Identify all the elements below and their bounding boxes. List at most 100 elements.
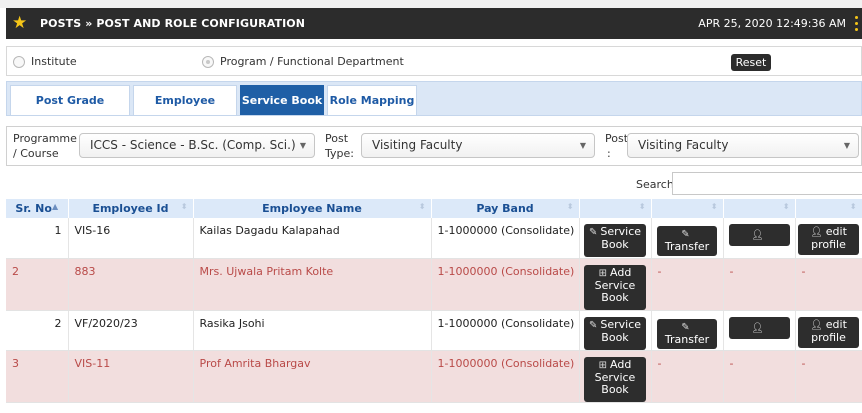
post-type-select-value: Visiting Faculty xyxy=(372,138,463,152)
cell-action-transfer: ✎ Transfer xyxy=(651,310,724,351)
relieve-button[interactable]: 👤︎Relieve xyxy=(728,224,790,260)
column-header-sr-no[interactable]: Sr. No▲ xyxy=(6,199,69,218)
column-header-employee-id[interactable]: Employee Id ⬍ xyxy=(68,199,194,218)
reset-button[interactable]: Reset xyxy=(731,54,771,71)
column-header-pay-band[interactable]: Pay Band ⬍ xyxy=(431,199,580,218)
tab-bar: Post Grade Mapping Employee Upload Servi… xyxy=(6,81,862,137)
cell-action-edit-profile: 👤︎ edit profile xyxy=(795,218,862,259)
table-header: Sr. No▲ Employee Id ⬍ Employee Name ⬍ Pay … xyxy=(6,199,862,218)
sort-icon: ⬍ xyxy=(180,202,188,211)
edit-profile-button[interactable]: 👤︎ edit profile xyxy=(798,316,859,348)
page-header: ★ POSTS » POST AND ROLE CONFIGURATION AP… xyxy=(6,8,862,39)
transfer-button[interactable]: ✎ Transfer xyxy=(657,318,717,349)
tab-role-mapping[interactable]: Role Mapping xyxy=(327,85,417,115)
cell-employee-name: Prof Amrita Bhargav xyxy=(193,350,432,403)
radio-program-label: Program / Functional Department xyxy=(220,55,404,68)
tab-employee-upload[interactable]: Employee Upload xyxy=(133,85,237,137)
column-header-employee-name[interactable]: Employee Name ⬍ xyxy=(193,199,432,218)
datetime-display: APR 25, 2020 12:49:36 AM xyxy=(698,17,846,30)
search-input[interactable] xyxy=(672,172,862,195)
cell-pay-band: 1-1000000 (Consolidate) xyxy=(431,218,580,259)
cell-employee-name: Kailas Dagadu Kalapahad xyxy=(193,218,432,259)
cell-sr-no: 3 xyxy=(6,350,69,403)
sort-icon: ⬍ xyxy=(418,202,426,211)
cell-dash: - xyxy=(651,258,724,311)
tab-post-grade-mapping[interactable]: Post Grade Mapping xyxy=(10,85,130,137)
cell-action-add-service-book: ⊞ Add Service Book xyxy=(579,350,652,403)
sort-icon: ⬍ xyxy=(710,202,718,211)
top-strip xyxy=(0,0,862,8)
post-label: Post : xyxy=(605,132,629,160)
search-label: Search: xyxy=(636,178,678,191)
cell-action-relieve: 👤︎Relieve xyxy=(723,218,796,260)
add-service-book-button[interactable]: ⊞ Add Service Book xyxy=(584,356,646,402)
plus-box-icon: ⊞ xyxy=(598,267,608,279)
cell-employee-name: Rasika Jsohi xyxy=(193,310,432,351)
cell-employee-id: VF/2020/23 xyxy=(68,310,194,351)
relieve-button[interactable]: 👤︎Relieve xyxy=(728,316,790,353)
chevron-down-icon: ▼ xyxy=(579,141,586,150)
cell-action-transfer: ✎ Transfer xyxy=(651,218,724,259)
cell-employee-name: Mrs. Ujwala Pritam Kolte xyxy=(193,258,432,311)
radio-institute[interactable]: Institute xyxy=(13,55,77,68)
user-icon: 👤︎ xyxy=(751,230,764,241)
plus-box-icon: ⊞ xyxy=(598,359,608,371)
cell-dash: - xyxy=(723,258,796,311)
post-type-select[interactable]: Visiting Faculty ▼ xyxy=(361,133,595,158)
radio-program-department[interactable]: Program / Functional Department xyxy=(202,55,404,68)
column-header-action-2[interactable]: ⬍ xyxy=(651,199,724,218)
cell-pay-band: 1-1000000 (Consolidate) xyxy=(431,350,580,403)
chevron-down-icon: ▼ xyxy=(843,141,850,150)
service-book-button[interactable]: ✎ Service Book xyxy=(584,316,646,350)
user-icon: 👤︎ xyxy=(810,227,823,238)
radio-circle-icon[interactable] xyxy=(13,55,25,68)
pencil-icon: ✎ xyxy=(681,229,690,240)
transfer-button[interactable]: ✎ Transfer xyxy=(657,226,717,256)
post-select-value: Visiting Faculty xyxy=(638,138,729,152)
service-book-button[interactable]: ✎ Service Book xyxy=(584,224,646,257)
cell-action-edit-profile: 👤︎ edit profile xyxy=(795,310,862,351)
cell-action-service-book: ✎ Service Book xyxy=(579,310,652,351)
employee-table: Sr. No▲ Employee Id ⬍ Employee Name ⬍ Pay … xyxy=(6,199,862,403)
table-row: 2 883 Mrs. Ujwala Pritam Kolte 1-1000000… xyxy=(6,258,862,311)
edit-profile-button[interactable]: 👤︎ edit profile xyxy=(798,224,859,255)
cell-pay-band: 1-1000000 (Consolidate) xyxy=(431,258,580,311)
table-row: 3 VIS-11 Prof Amrita Bhargav 1-1000000 (… xyxy=(6,350,862,403)
user-icon: 👤︎ xyxy=(810,319,823,331)
cell-employee-id: 883 xyxy=(68,258,194,311)
pencil-icon: ✎ xyxy=(588,227,598,238)
column-header-action-4[interactable]: ⬍ xyxy=(795,199,862,218)
page-title: POSTS » POST AND ROLE CONFIGURATION xyxy=(40,17,306,30)
post-select[interactable]: Visiting Faculty ▼ xyxy=(627,133,859,158)
programme-select-value: ICCS - Science - B.Sc. (Comp. Sci.) xyxy=(90,138,296,152)
programme-select[interactable]: ICCS - Science - B.Sc. (Comp. Sci.) ▼ xyxy=(79,133,315,158)
sort-icon: ⬍ xyxy=(782,202,790,211)
cell-dash: - xyxy=(723,350,796,403)
pencil-icon: ✎ xyxy=(588,319,598,331)
table-row: 1 VIS-16 Kailas Dagadu Kalapahad 1-10000… xyxy=(6,218,862,260)
cell-action-service-book: ✎ Service Book xyxy=(579,218,652,259)
star-icon[interactable]: ★ xyxy=(12,13,28,33)
filter-row: Programme / Course ICCS - Science - B.Sc… xyxy=(6,126,862,166)
sort-icon: ⬍ xyxy=(566,202,574,211)
radio-circle-icon[interactable] xyxy=(202,55,214,68)
tab-service-book[interactable]: Service Book xyxy=(240,85,324,115)
cell-employee-id: VIS-11 xyxy=(68,350,194,403)
sort-icon: ⬍ xyxy=(638,202,646,211)
table-row: 2 VF/2020/23 Rasika Jsohi 1-1000000 (Con… xyxy=(6,310,862,353)
radio-institute-label: Institute xyxy=(31,55,77,68)
cell-sr-no: 1 xyxy=(6,218,69,259)
chevron-down-icon: ▼ xyxy=(299,141,306,150)
add-service-book-button[interactable]: ⊞ Add Service Book xyxy=(584,264,646,310)
cell-sr-no: 2 xyxy=(6,310,69,351)
sort-icon: ⬍ xyxy=(849,202,857,211)
cell-dash: - xyxy=(795,350,862,403)
column-header-action-3[interactable]: ⬍ xyxy=(723,199,796,218)
scope-radio-group: Institute Program / Functional Departmen… xyxy=(6,46,862,76)
cell-dash: - xyxy=(651,350,724,403)
kebab-menu-icon[interactable] xyxy=(853,16,859,31)
cell-employee-id: VIS-16 xyxy=(68,218,194,259)
pencil-icon: ✎ xyxy=(681,321,690,333)
column-header-action-1[interactable]: ⬍ xyxy=(579,199,652,218)
cell-pay-band: 1-1000000 (Consolidate) xyxy=(431,310,580,351)
